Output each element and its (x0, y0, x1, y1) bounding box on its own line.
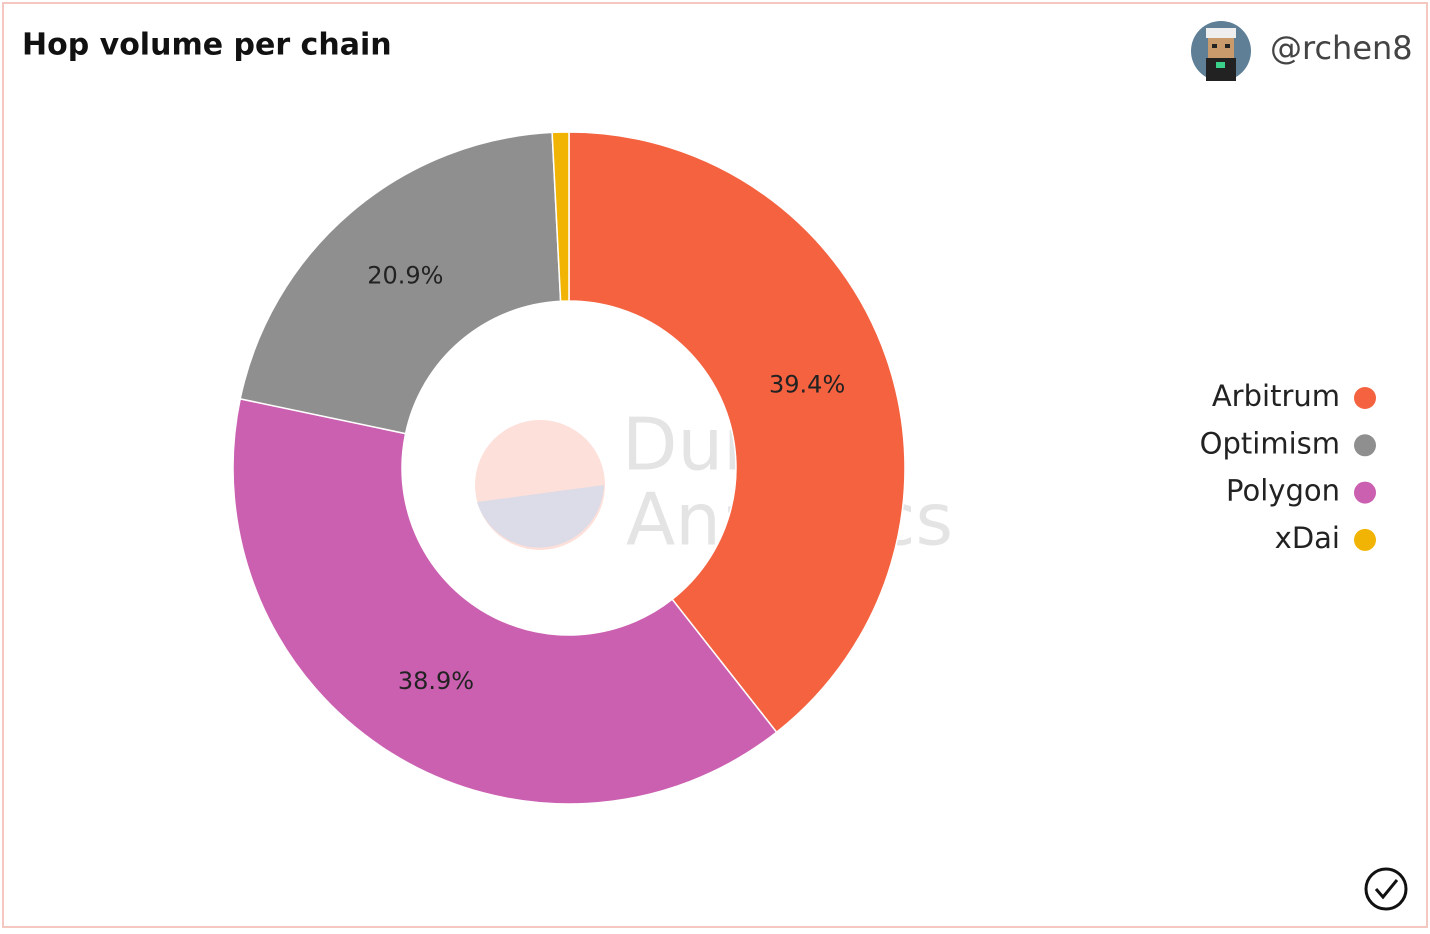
slice-label: 20.9% (367, 261, 443, 289)
donut-slice (568, 131, 906, 734)
legend-label: Polygon (1226, 474, 1340, 508)
avatar (1191, 21, 1251, 81)
legend-label: xDai (1275, 521, 1340, 555)
verified-icon[interactable] (1364, 867, 1408, 911)
legend-marker (1354, 387, 1376, 409)
legend-marker (1354, 481, 1376, 504)
donut-slice (232, 397, 778, 805)
legend-marker (1354, 528, 1376, 551)
legend-marker (1354, 434, 1376, 457)
legend-label: Arbitrum (1212, 379, 1340, 413)
chart-title: Hop volume per chain (22, 28, 392, 63)
slice-label: 39.4% (769, 371, 845, 399)
slice-label: 38.9% (398, 667, 474, 695)
legend-label: Optimism (1200, 426, 1340, 460)
donut-slice (239, 131, 562, 435)
username[interactable]: @rchen8 (1270, 29, 1413, 67)
donut-slice (551, 131, 570, 302)
